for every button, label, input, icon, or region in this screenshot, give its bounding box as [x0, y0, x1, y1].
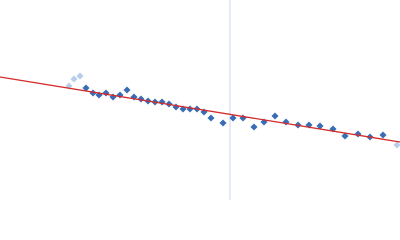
data-point: [229, 114, 237, 122]
data-point: [219, 119, 227, 127]
data-point: [271, 112, 279, 120]
data-point: [379, 131, 387, 139]
data-point: [186, 105, 194, 113]
data-point: [354, 130, 362, 138]
data-point: [172, 103, 180, 111]
fit-line: [0, 76, 400, 143]
data-point: [158, 98, 166, 106]
data-point: [76, 72, 84, 80]
data-point: [102, 89, 110, 97]
chart: [0, 0, 400, 200]
data-point: [70, 75, 78, 83]
data-point: [316, 122, 324, 130]
data-point: [393, 141, 400, 149]
data-point: [207, 114, 215, 122]
data-point: [250, 123, 258, 131]
data-point: [341, 132, 349, 140]
data-point: [82, 84, 90, 92]
data-point: [123, 86, 131, 94]
